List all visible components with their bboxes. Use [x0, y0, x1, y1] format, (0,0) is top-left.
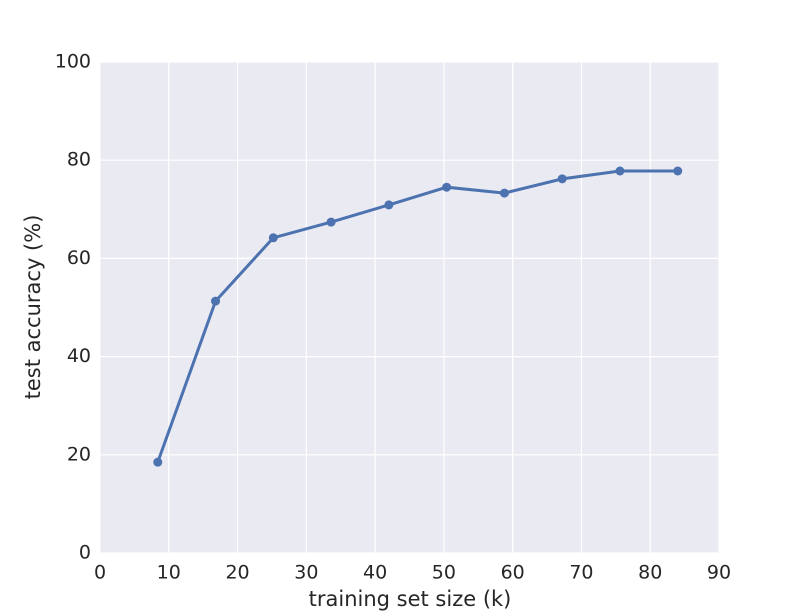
y-tick-label: 40	[67, 345, 91, 367]
plot-area	[100, 62, 719, 553]
marker	[499, 188, 509, 198]
marker	[153, 457, 163, 467]
y-tick-label: 60	[67, 247, 91, 269]
line	[156, 169, 678, 463]
marker	[557, 174, 567, 184]
marker	[615, 166, 625, 176]
marker	[211, 296, 221, 306]
x-tick-label: 10	[157, 562, 181, 584]
marker	[268, 233, 278, 243]
x-tick-label: 0	[94, 562, 106, 584]
marker	[442, 182, 452, 192]
y-tick-label: 80	[67, 149, 91, 171]
marker	[384, 200, 394, 210]
x-tick-label: 80	[638, 562, 662, 584]
x-axis-label: training set size (k)	[309, 587, 512, 611]
marker	[326, 217, 336, 227]
x-tick-label: 30	[294, 562, 318, 584]
y-axis-label: test accuracy (%)	[21, 215, 45, 400]
x-tick-label: 70	[569, 562, 593, 584]
y-tick-label: 100	[55, 51, 91, 73]
x-tick-label: 60	[501, 562, 525, 584]
x-tick-label: 20	[225, 562, 249, 584]
y-tick-label: 0	[79, 542, 91, 564]
x-tick-label: 40	[363, 562, 387, 584]
marker	[673, 166, 683, 176]
x-tick-label: 90	[707, 562, 731, 584]
y-tick-label: 20	[67, 443, 91, 465]
x-tick-label: 50	[432, 562, 456, 584]
